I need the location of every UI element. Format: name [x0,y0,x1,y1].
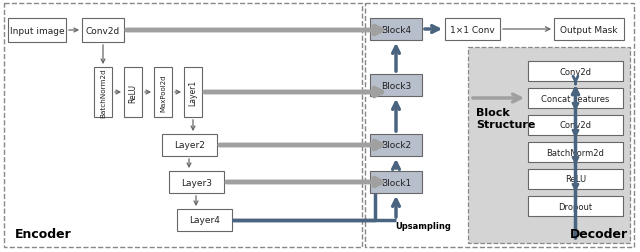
FancyBboxPatch shape [528,62,623,82]
Text: Block2: Block2 [381,141,411,150]
Text: Layer1: Layer1 [189,80,198,106]
Text: ReLU: ReLU [565,175,586,184]
Text: Output Mask: Output Mask [560,25,618,34]
FancyBboxPatch shape [169,171,224,193]
Text: Upsampling: Upsampling [395,221,451,230]
FancyBboxPatch shape [94,68,112,117]
Text: Conv2d: Conv2d [86,26,120,35]
Text: Decoder: Decoder [570,227,628,240]
Text: Block4: Block4 [381,25,411,34]
FancyBboxPatch shape [370,75,422,97]
FancyBboxPatch shape [370,19,422,41]
FancyBboxPatch shape [177,209,232,231]
FancyBboxPatch shape [8,19,66,43]
Text: Conv2d: Conv2d [559,121,591,130]
Text: Dropout: Dropout [559,202,593,211]
FancyBboxPatch shape [528,115,623,136]
FancyBboxPatch shape [82,19,124,43]
Text: Layer2: Layer2 [174,141,205,150]
Text: Layer3: Layer3 [181,178,212,187]
Text: BatchNorm2d: BatchNorm2d [547,148,604,157]
Text: Conv2d: Conv2d [559,67,591,76]
Text: Block1: Block1 [381,178,411,187]
FancyBboxPatch shape [528,89,623,109]
FancyBboxPatch shape [154,68,172,117]
Text: MaxPool2d: MaxPool2d [160,74,166,111]
FancyBboxPatch shape [184,68,202,117]
Text: Input image: Input image [10,26,64,35]
FancyBboxPatch shape [124,68,142,117]
Text: Layer4: Layer4 [189,216,220,225]
Text: Block3: Block3 [381,81,411,90]
Text: Concat Features: Concat Features [541,94,610,103]
FancyBboxPatch shape [554,19,624,41]
FancyBboxPatch shape [528,142,623,162]
FancyBboxPatch shape [445,19,500,41]
FancyBboxPatch shape [370,135,422,156]
Text: Block
Structure: Block Structure [476,108,536,129]
Text: 1×1 Conv: 1×1 Conv [450,25,495,34]
FancyBboxPatch shape [468,48,630,243]
FancyBboxPatch shape [528,196,623,216]
FancyBboxPatch shape [370,171,422,193]
FancyBboxPatch shape [528,169,623,189]
Text: BatchNorm2d: BatchNorm2d [100,68,106,117]
FancyBboxPatch shape [162,135,217,156]
Text: Encoder: Encoder [15,227,72,240]
Text: ReLU: ReLU [129,83,138,102]
